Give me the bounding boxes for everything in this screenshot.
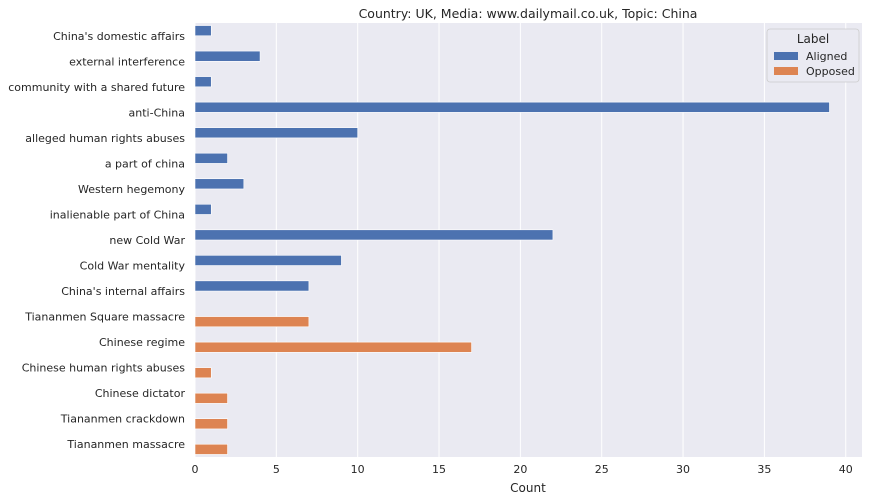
bar-aligned-2 — [194, 76, 212, 88]
y-tick-label: Western hegemony — [78, 183, 186, 196]
x-tick-label: 5 — [273, 463, 280, 476]
x-tick-label: 30 — [676, 463, 690, 476]
bar-opposed-13 — [194, 367, 212, 379]
x-tick-label: 20 — [513, 463, 527, 476]
y-tick-label: Tiananmen Square massacre — [24, 311, 185, 324]
bar-aligned-7 — [194, 203, 212, 215]
y-tick-label: Tiananmen massacre — [66, 438, 185, 451]
y-tick-label: Chinese regime — [99, 336, 185, 349]
legend-label-opposed: Opposed — [806, 65, 855, 78]
bar-aligned-8 — [194, 229, 554, 241]
y-tick-label: new Cold War — [109, 234, 185, 247]
y-tick-labels: China's domestic affairs external interfe… — [8, 30, 185, 451]
bar-aligned-0 — [194, 25, 212, 37]
bar-opposed-15 — [194, 418, 228, 430]
y-tick-label: community with a shared future — [8, 81, 185, 94]
bar-aligned-3 — [194, 101, 830, 113]
bar-aligned-1 — [194, 50, 261, 62]
x-axis-label: Count — [510, 481, 546, 495]
y-tick-label: anti-China — [129, 106, 185, 119]
y-tick-label: Tiananmen crackdown — [60, 413, 185, 426]
y-tick-label: China's domestic affairs — [53, 30, 185, 43]
x-tick-label: 25 — [595, 463, 609, 476]
legend-title: Label — [797, 32, 829, 46]
y-tick-label: inalienable part of China — [50, 208, 185, 221]
legend-label-aligned: Aligned — [806, 50, 847, 63]
legend: Label Aligned Opposed — [766, 28, 860, 83]
y-tick-label: a part of china — [105, 157, 185, 170]
bar-aligned-10 — [194, 280, 310, 292]
bar-aligned-4 — [194, 127, 358, 139]
bar-opposed-14 — [194, 392, 228, 404]
legend-swatch-aligned — [774, 52, 798, 60]
y-tick-label: alleged human rights abuses — [25, 132, 185, 145]
legend-swatch-opposed — [774, 67, 798, 75]
bars — [194, 25, 830, 455]
x-tick-label: 40 — [839, 463, 853, 476]
y-tick-label: Chinese human rights abuses — [22, 362, 186, 375]
bar-aligned-5 — [194, 152, 228, 164]
bar-aligned-9 — [194, 255, 342, 266]
y-tick-label: China's internal affairs — [61, 285, 185, 298]
chart-title: Country: UK, Media: www.dailymail.co.uk,… — [359, 6, 698, 21]
bar-opposed-16 — [194, 443, 228, 455]
x-tick-label: 35 — [757, 463, 771, 476]
bar-aligned-6 — [194, 178, 245, 190]
y-tick-label: Chinese dictator — [95, 387, 186, 400]
x-tick-label: 15 — [432, 463, 446, 476]
bar-opposed-11 — [194, 316, 310, 328]
x-tick-label: 10 — [351, 463, 365, 476]
bar-opposed-12 — [194, 341, 472, 353]
x-tick-label: 0 — [192, 463, 199, 476]
y-tick-label: external interference — [69, 55, 185, 68]
x-tick-labels: 0 5 10 15 20 25 30 35 40 — [192, 463, 853, 476]
y-tick-label: Cold War mentality — [80, 260, 186, 273]
